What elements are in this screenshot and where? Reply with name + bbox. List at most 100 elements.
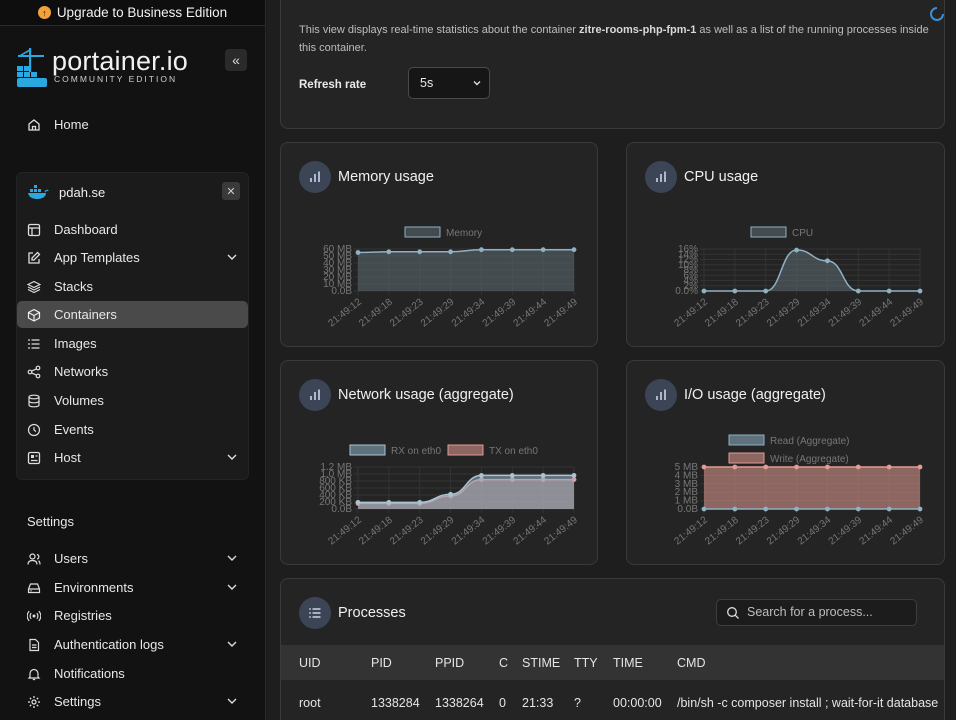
data-point [479,473,484,478]
data-point [701,464,707,470]
layers-icon [27,280,41,294]
x-tick-label: 21:49:39 [827,296,865,329]
column-header[interactable]: PID [371,656,392,670]
chart-bars-icon [299,379,331,411]
data-point [917,288,923,294]
y-tick-label: 2% [684,281,699,292]
legend-label: Memory [446,228,482,239]
sidebar-item-label: Dashboard [54,222,118,237]
y-tick-label: 16% [678,244,698,255]
sidebar-item-label: Host [54,450,81,465]
loading-spinner-icon [930,7,944,21]
sidebar-item-networks[interactable]: Networks [17,358,248,385]
sidebar-item-images[interactable]: Images [17,330,248,357]
data-point [763,464,769,470]
y-tick-label: 0.0B [331,286,352,297]
y-tick-label: 0.0B [331,504,352,515]
sidebar-item-registries[interactable]: Registries [17,602,248,629]
sidebar-item-label: Networks [54,364,109,379]
x-tick-label: 21:49:49 [542,296,580,329]
legend-label: RX on eth0 [391,446,441,457]
y-tick-label: 20 MB [323,272,352,283]
sidebar-item-settings[interactable]: Settings [17,688,248,715]
refresh-rate-value: 5s [420,76,434,90]
sidebar-item-events[interactable]: Events [17,416,248,443]
sidebar-item-label: Containers [54,307,117,322]
y-tick-label: 8% [684,265,699,276]
column-header[interactable]: PPID [435,656,465,670]
legend-swatch [349,444,386,456]
column-header[interactable]: TTY [574,656,598,670]
x-tick-label: 21:49:18 [357,296,395,329]
column-header[interactable]: C [499,656,509,670]
docker-icon [28,185,49,199]
dashboard-icon [27,223,41,237]
sidebar-item-stacks[interactable]: Stacks [17,273,248,300]
x-tick-label: 21:49:44 [858,514,896,547]
chart-bars-icon [645,379,677,411]
y-tick-label: 5 MB [675,462,699,473]
sidebar-item-label: Stacks [54,279,94,294]
upgrade-label: Upgrade to Business Edition [56,5,228,20]
close-environment-button[interactable]: ✕ [222,182,240,200]
data-point [825,464,830,470]
process-search-input[interactable] [747,605,912,619]
sidebar-item-label: Users [54,551,88,566]
collapse-sidebar-button[interactable]: « [225,49,247,71]
refresh-rate-select[interactable]: 5s [408,67,490,99]
data-point [855,506,861,512]
series-area [704,250,920,291]
data-point [732,464,738,470]
data-point [448,491,453,497]
list-icon [27,337,41,351]
series-area [358,475,574,509]
column-header[interactable]: STIME [522,656,561,670]
y-tick-label: 800 KB [319,476,352,487]
y-tick-label: 400 KB [319,490,352,501]
sidebar-item-users[interactable]: Users [17,545,248,572]
x-tick-label: 21:49:39 [481,514,519,547]
column-header[interactable]: CMD [677,656,706,670]
data-point [540,247,546,253]
processes-table-header: UID PID PPID C STIME TTY TIME CMD [281,645,944,680]
sidebar-item-host[interactable]: Host [17,444,248,471]
y-tick-label: 30 MB [323,265,352,276]
x-tick-label: 21:49:12 [326,296,364,329]
list-icon [299,597,331,629]
home-icon [27,118,41,132]
column-header[interactable]: TIME [613,656,643,670]
data-point [355,250,361,255]
x-tick-label: 21:49:23 [388,514,426,547]
x-tick-label: 21:49:34 [796,296,834,329]
chevron-down-icon [227,555,237,561]
column-header[interactable]: UID [299,656,321,670]
upgrade-banner[interactable]: ↑ Upgrade to Business Edition [0,0,265,26]
data-point [794,506,799,512]
x-tick-label: 21:49:29 [419,296,457,329]
y-tick-label: 200 KB [319,497,352,508]
sidebar-item-authentication-logs[interactable]: Authentication logs [17,631,248,658]
sidebar-item-containers[interactable]: Containers [17,301,248,328]
sidebar-item-dashboard[interactable]: Dashboard [17,216,248,243]
table-cell: 21:33 [522,696,554,710]
edit-icon [27,251,41,265]
chevron-down-icon [227,454,237,460]
logo-text: portainer.io [52,46,188,76]
legend-swatch [728,434,765,446]
sidebar-item-volumes[interactable]: Volumes [17,387,248,414]
gear-icon [27,695,41,709]
sidebar-item-notifications[interactable]: Notifications [17,660,248,687]
y-tick-label: 3 MB [675,479,699,490]
y-tick-label: 4% [684,276,699,287]
memory-usage-card: Memory usage Memory 60 MB 50 MB 40 MB 30 MB 2… [280,142,598,347]
share-icon [27,365,41,379]
sidebar-item-environments[interactable]: Environments [17,574,248,601]
environment-header: pdah.se ✕ [27,181,240,203]
sidebar-item-home[interactable]: Home [17,111,248,138]
data-point [886,506,892,512]
data-point [509,473,515,478]
sidebar-item-app-templates[interactable]: App Templates [17,244,248,271]
x-tick-label: 21:49:23 [734,514,772,547]
chevron-down-icon [227,641,237,647]
data-point [825,506,830,512]
